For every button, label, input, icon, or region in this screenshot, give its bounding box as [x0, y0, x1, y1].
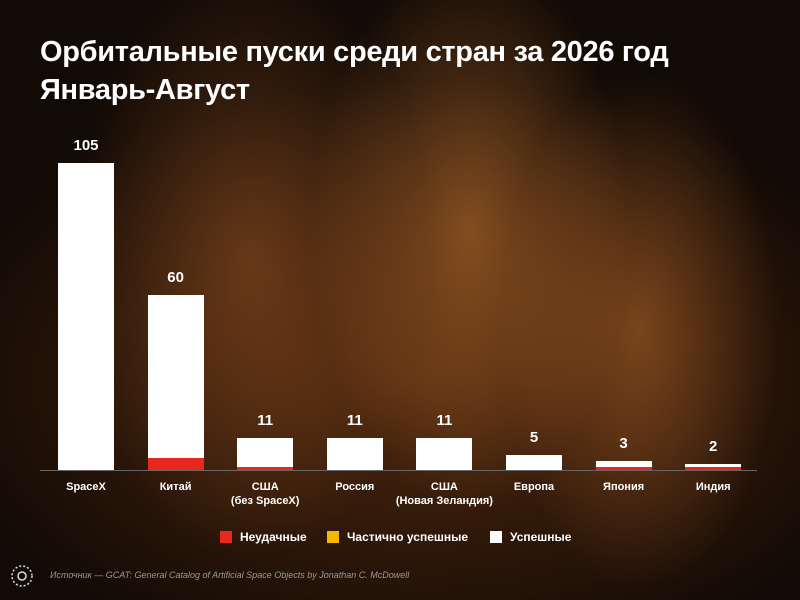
legend-label: Успешные	[510, 530, 572, 544]
total-label: 11	[346, 411, 363, 429]
total-label: 11	[257, 411, 274, 429]
x-tick-label: Европа	[513, 481, 555, 493]
bar-segment	[685, 467, 742, 470]
legend-item: Частично успешные	[327, 530, 468, 544]
chart-title: Орбитальные пуски среди стран за 2026 го…	[40, 36, 669, 68]
legend-label: Неудачные	[240, 530, 307, 544]
bar-segment	[595, 461, 652, 468]
x-tick-label: США (Новая Зеландия)	[395, 481, 493, 507]
bar-segment	[416, 437, 473, 470]
legend-label: Частично успешные	[347, 530, 469, 544]
total-label: 11	[436, 411, 453, 429]
bar-segment	[685, 464, 742, 468]
source: Источник — GCAT: General Catalog of Arti…	[50, 570, 410, 580]
legend-swatch	[327, 531, 339, 543]
total-label: 5	[529, 429, 539, 447]
legend-swatch	[220, 531, 232, 543]
bar-segment	[147, 294, 204, 459]
bar-segment	[326, 437, 383, 470]
chart-subtitle: Январь-Август	[40, 74, 250, 106]
bar-segment	[237, 437, 294, 468]
legend-item: Успешные	[490, 530, 571, 544]
total-label: 60	[167, 268, 184, 286]
x-tick-label: Япония	[603, 481, 645, 493]
bar-segment	[237, 467, 294, 470]
bar-segment	[58, 163, 114, 470]
x-tick-label: Китай	[159, 481, 192, 493]
bar-segment	[506, 455, 562, 470]
x-tick-label: Индия	[695, 481, 731, 493]
total-label: 3	[619, 435, 628, 453]
total-label: 2	[709, 438, 718, 456]
total-label: 105	[73, 137, 99, 154]
x-tick-label: США (без SpaceX)	[230, 481, 300, 507]
logo	[11, 565, 33, 587]
bar-segment	[595, 467, 652, 470]
legend-swatch	[490, 531, 502, 543]
baseline	[40, 470, 757, 471]
bar-segment	[147, 458, 204, 470]
legend-item: Неудачные	[220, 530, 307, 544]
x-tick-label: Россия	[335, 481, 375, 493]
x-tick-label: SpaceX	[66, 481, 106, 493]
